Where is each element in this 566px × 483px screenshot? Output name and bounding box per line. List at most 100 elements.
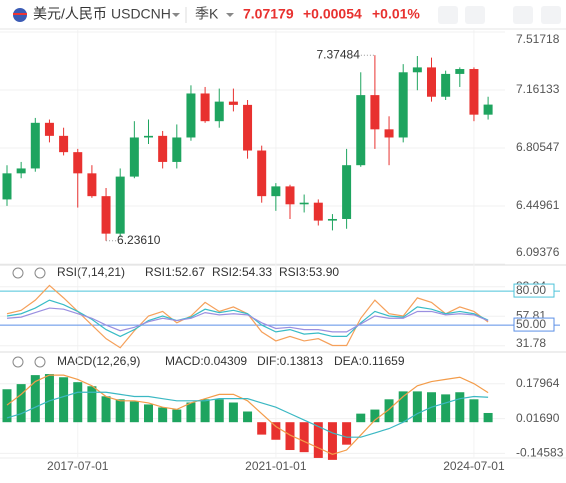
price: 7.07179 (243, 6, 294, 22)
macd-bar (384, 399, 394, 423)
candle-body (469, 69, 479, 115)
candle-body (158, 135, 168, 162)
y-tick-label: 0.17964 (516, 376, 560, 390)
candle-body (129, 137, 139, 177)
annotation: 6.23610 (117, 233, 161, 247)
reference-label-bg (513, 283, 555, 298)
candle-body (87, 173, 97, 197)
macd-bar (370, 409, 380, 423)
macd-bar (115, 399, 125, 423)
macd-bar (73, 382, 83, 423)
macd-bar (129, 401, 139, 423)
candle-body (44, 122, 54, 136)
macd-bar (44, 374, 54, 423)
y-tick-label: -0.14583 (516, 446, 564, 460)
indicator-button[interactable] (438, 6, 458, 24)
macd-bar (243, 411, 253, 423)
dropdown-arrow[interactable] (226, 13, 234, 17)
candle-body (214, 101, 224, 122)
legend-entry: RSI3:53.90 (279, 265, 339, 279)
flag-stripe (13, 13, 27, 15)
macd-bar (101, 396, 111, 423)
candle-body (342, 165, 352, 219)
macd-bar (59, 377, 69, 423)
reference-label-bg (513, 317, 555, 332)
candle-body (30, 122, 40, 169)
candle-body (327, 218, 337, 221)
line (6, 374, 489, 455)
candle-body (257, 150, 267, 197)
candle-body (412, 67, 422, 73)
pair: 美元/人民币 (33, 6, 107, 22)
candle-body (313, 202, 323, 221)
candle-body (172, 137, 182, 162)
candle-body (271, 186, 281, 197)
legend-entry: DEA:0.11659 (334, 354, 405, 368)
fullscreen-button[interactable] (513, 6, 533, 24)
macd-bar (186, 402, 196, 423)
macd-bar (412, 391, 422, 423)
macd-bar (441, 394, 451, 423)
candle-body (73, 152, 83, 174)
macd-bar (356, 413, 366, 423)
reference-label: 50.00 (516, 317, 546, 331)
candle-body (144, 135, 153, 138)
panel-title: RSI(7,14,21) (57, 265, 125, 279)
macd-bar (16, 384, 26, 423)
reference-label: 80.00 (516, 283, 546, 297)
y-tick-label: 31.78 (516, 336, 546, 350)
macd-bar (87, 386, 97, 423)
dropdown-arrow[interactable] (172, 13, 180, 17)
macd-bar (483, 412, 493, 423)
candle-body (398, 72, 408, 138)
line (6, 307, 489, 333)
y-tick-label: 6.44961 (516, 198, 560, 212)
macd-bar (144, 404, 153, 423)
close-button[interactable] (541, 6, 561, 24)
candle-body (455, 69, 465, 74)
macd-bar (299, 422, 309, 453)
candle-body (200, 93, 210, 122)
macd-bar (200, 399, 210, 423)
symbol[interactable]: USDCNH (111, 6, 171, 22)
x-tick-label: 2017-07-01 (47, 459, 109, 473)
macd-bar (172, 409, 182, 423)
candle-body (16, 168, 26, 174)
macd-bar (158, 407, 168, 423)
change-pct: +0.01% (372, 6, 420, 22)
legend-entry: DIF:0.13813 (257, 354, 323, 368)
draw-button[interactable] (465, 6, 485, 24)
y-tick-label: 7.16133 (516, 82, 560, 96)
macd-bar (271, 422, 281, 440)
macd-bar (228, 402, 238, 423)
line (6, 391, 489, 438)
legend-entry: MACD:0.04309 (165, 354, 247, 368)
candle-body (427, 67, 436, 97)
candle-body (2, 173, 12, 200)
change: +0.00054 (303, 6, 362, 22)
macd-bar (2, 389, 12, 423)
candle-body (243, 104, 253, 151)
legend-entry: RSI2:54.33 (212, 265, 272, 279)
x-tick-label: 2024-07-01 (443, 459, 505, 473)
visibility-icon[interactable] (12, 356, 24, 368)
candle-body (285, 186, 295, 205)
visibility-icon[interactable] (12, 267, 24, 279)
macd-bar (469, 399, 479, 423)
y-tick-label: 6.80547 (516, 140, 560, 154)
settings-icon[interactable] (34, 356, 46, 368)
macd-bar (455, 392, 465, 423)
macd-bar (30, 375, 40, 423)
macd-bar (398, 391, 408, 423)
candle-body (483, 104, 493, 115)
macd-bar (327, 422, 337, 460)
macd-bar (313, 422, 323, 458)
macd-bar (214, 399, 224, 423)
y-tick-label: 7.51718 (516, 32, 560, 46)
legend-entry: RSI1:52.67 (145, 265, 205, 279)
annotation: 7.37484 (317, 47, 361, 61)
settings-icon[interactable] (34, 267, 46, 279)
candle-body (356, 95, 366, 166)
period[interactable]: 季K (195, 6, 219, 22)
